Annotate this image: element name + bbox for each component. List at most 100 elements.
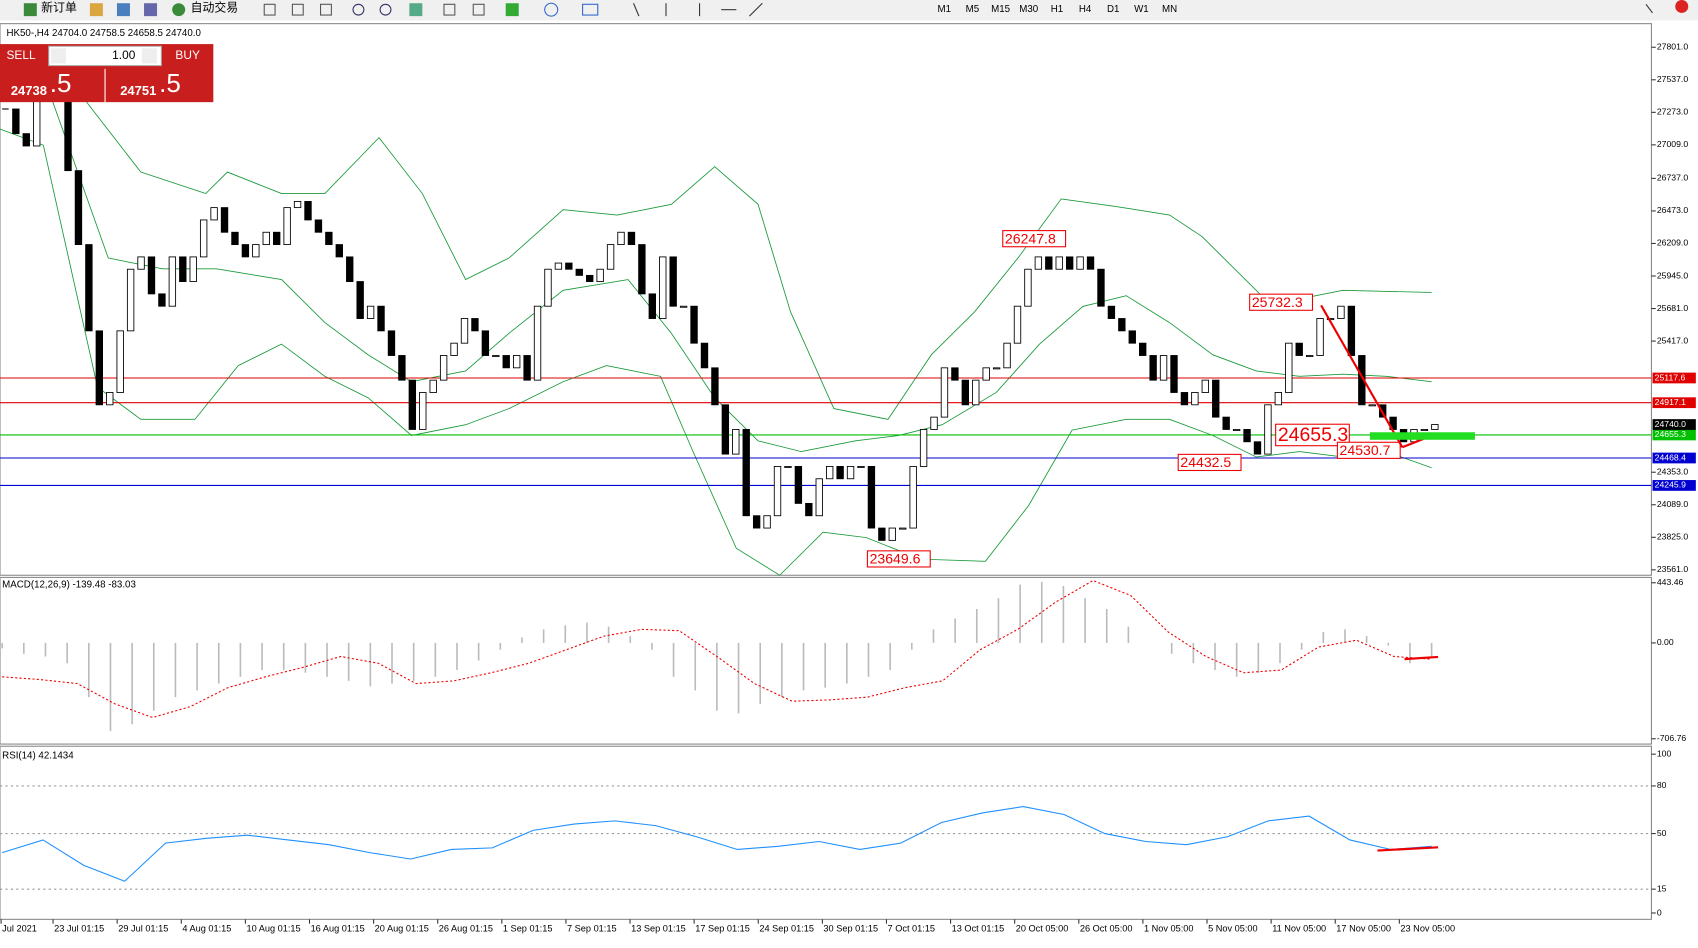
icon[interactable] (144, 3, 158, 17)
time-label: 17 Nov 05:00 (1336, 923, 1391, 933)
candle (64, 90, 72, 172)
candle (1274, 392, 1283, 406)
candle (669, 256, 677, 307)
candle (784, 466, 792, 468)
annotation: 26247.8 (1005, 230, 1056, 246)
candle (33, 96, 41, 147)
y-tick-label: 27009.0 (1657, 139, 1688, 149)
timeframe[interactable]: D1 (1107, 4, 1119, 15)
candle (293, 201, 302, 209)
y-tick-label: 24353.0 (1657, 467, 1688, 477)
price-tag-label: 25117.6 (1655, 372, 1686, 382)
candle (1264, 404, 1272, 455)
candle (773, 466, 782, 517)
y-tick-label: 27801.0 (1657, 42, 1688, 52)
timeframes: M1 M5 M15 M30 H1 H4 D1 W1 MN (938, 4, 1178, 15)
macd: 443.46 0.00 -706.76 (1, 577, 1686, 743)
candle (419, 392, 427, 430)
timeframe[interactable]: W1 (1134, 4, 1149, 15)
arrow (1320, 304, 1404, 448)
candle (502, 355, 510, 369)
lot-up[interactable] (141, 48, 158, 64)
candle (763, 515, 771, 529)
candle (252, 244, 260, 258)
lot-down[interactable] (50, 48, 67, 64)
candle (1347, 305, 1356, 356)
arrow (1404, 655, 1439, 661)
candle (554, 262, 563, 270)
candle (1201, 379, 1209, 393)
timeframe[interactable]: H4 (1079, 4, 1092, 15)
icon[interactable] (89, 3, 103, 17)
macd-panel (0, 576, 1652, 745)
candle (1191, 392, 1199, 406)
candle (951, 367, 959, 381)
toolbar (0, 0, 1698, 21)
candle (1232, 429, 1241, 431)
candle (544, 268, 552, 307)
candle (982, 367, 990, 381)
candle (1128, 330, 1136, 344)
buy-price-frac[interactable]: .5 (159, 70, 181, 98)
candle (231, 231, 239, 246)
rsi-panel (0, 745, 1652, 920)
y-tick-label: 0 (1657, 907, 1662, 917)
candle (439, 355, 448, 381)
candle (627, 231, 636, 246)
candle (909, 466, 917, 529)
arrow (1377, 846, 1439, 852)
time-label: 20 Oct 05:00 (1016, 923, 1069, 933)
time-label: 1 Nov 05:00 (1144, 923, 1194, 933)
candle (1118, 318, 1126, 332)
auto-trading[interactable]: 自动交易 (191, 1, 239, 15)
time-label: 4 Aug 01:15 (182, 923, 231, 933)
price-tag-label: 24468.4 (1655, 452, 1686, 462)
lot-input[interactable]: 1.00 (112, 48, 136, 62)
candle (836, 466, 844, 480)
price-tag-label: 24655.3 (1655, 429, 1686, 439)
candle (335, 244, 343, 258)
candle (189, 256, 197, 282)
annotation-box (1249, 293, 1314, 311)
candle (512, 355, 521, 369)
timeframe[interactable]: H1 (1051, 4, 1063, 15)
new-order[interactable]: 新订单 (41, 1, 77, 15)
time-label: 29 Jul 01:15 (118, 923, 168, 933)
icon[interactable] (116, 3, 130, 17)
candle (1065, 256, 1074, 270)
annotation: 24530.7 (1340, 442, 1391, 458)
bollinger-bands (0, 74, 1432, 576)
price-tag-label: 24245.9 (1655, 480, 1686, 490)
candle (711, 367, 719, 406)
icon[interactable] (172, 3, 186, 17)
candle (137, 256, 145, 270)
sell-price-frac[interactable]: .5 (50, 70, 72, 98)
candle (116, 330, 124, 393)
timeframe[interactable]: M15 (991, 4, 1010, 15)
timeframe[interactable]: MN (1162, 4, 1177, 15)
candle (1055, 256, 1063, 270)
y-tick-label: 100 (1657, 748, 1672, 758)
candle (1003, 342, 1011, 369)
buy-button[interactable]: BUY (175, 48, 200, 62)
time-label: 24 Sep 01:15 (759, 923, 814, 933)
candle (919, 429, 928, 467)
buy-price[interactable]: 24751 (120, 83, 156, 98)
y-tick-label: 27273.0 (1657, 107, 1688, 117)
candle (273, 231, 281, 246)
annotation: 25732.3 (1252, 294, 1303, 310)
y-tick-label: 443.46 (1657, 577, 1684, 587)
candle (815, 478, 823, 517)
candle (106, 392, 114, 406)
candle (398, 355, 406, 381)
sell-price[interactable]: 24738 (11, 83, 47, 98)
timeframe[interactable]: M1 (938, 4, 952, 15)
sell-button[interactable]: SELL (6, 48, 36, 62)
time-label: 5 Nov 05:00 (1208, 923, 1258, 933)
y-tick-label: 25681.0 (1657, 303, 1688, 313)
icon[interactable] (23, 3, 37, 17)
timeframe[interactable]: M5 (966, 4, 980, 15)
candle (565, 262, 573, 270)
candle (805, 502, 813, 517)
timeframe[interactable]: M30 (1019, 4, 1039, 15)
